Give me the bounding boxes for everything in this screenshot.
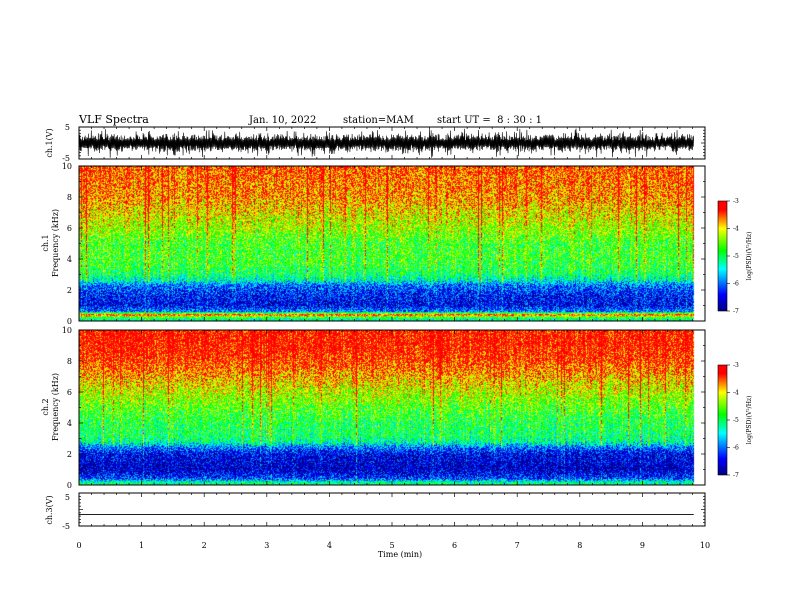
ch1-ytick-bottom: -5 — [62, 154, 70, 163]
y-tick-label: 10 — [62, 162, 72, 171]
colorbar-tick-label: -7 — [733, 472, 739, 479]
colorbar-tick-label: -6 — [733, 281, 739, 288]
y-tick-label: 2 — [67, 286, 72, 295]
colorbar-tick-label: -5 — [733, 417, 739, 424]
ch2-spectrogram-ticks: 0 2 4 6 8 10 — [62, 326, 706, 490]
figure-start-time: start UT = 8 : 30 : 1 — [437, 115, 542, 126]
ch1-spectrogram-ticks: 0 2 4 6 8 10 — [62, 162, 706, 326]
ch1-waveform-panel: 5 -5 ch.1(V) — [45, 123, 706, 163]
y-tick-label: 0 — [67, 317, 72, 326]
colorbar-tick-label: -6 — [733, 445, 739, 452]
x-tick-label: 2 — [202, 541, 207, 550]
y-tick-label: 0 — [67, 481, 72, 490]
ch1-waveform-ylabel: ch.1(V) — [45, 128, 54, 157]
y-tick-label: 8 — [67, 357, 72, 366]
time-axis-label: Time (min) — [378, 550, 422, 559]
ch1-waveform-trace — [78, 128, 695, 158]
ch2-colorbar-ticks: -3 -4 -5 -6 -7 — [727, 362, 739, 479]
y-tick-label: 8 — [67, 193, 72, 202]
y-tick-label: 6 — [67, 224, 72, 233]
x-tick-label: 10 — [700, 541, 710, 550]
y-tick-label: 4 — [67, 255, 72, 264]
x-tick-label: 6 — [452, 541, 457, 550]
colorbar-tick-label: -5 — [733, 253, 739, 260]
ch3-waveform-frame — [78, 492, 706, 527]
y-tick-label: 4 — [67, 419, 72, 428]
ch2-colorbar-scale — [717, 364, 728, 476]
figure-station: station=MAM — [343, 115, 414, 126]
ch3-waveform-ylabel: ch.3(V) — [45, 495, 54, 524]
ch1-waveform-ticks — [78, 126, 706, 160]
y-tick-label: 6 — [67, 388, 72, 397]
time-axis-tick-labels: 0 1 2 3 4 5 6 7 8 9 10 — [76, 541, 710, 550]
ch1-ytick-top: 5 — [65, 123, 70, 132]
ch1-colorbar-label: log(PSD)(V²/Hz) — [746, 232, 753, 281]
colorbar-tick-label: -4 — [733, 226, 739, 233]
x-tick-label: 7 — [515, 541, 520, 550]
ch2-spectrogram-panel: 0 2 4 6 8 10 ch.2 Frequency (kHz) — [41, 326, 706, 490]
figure-date: Jan. 10, 2022 — [248, 115, 316, 126]
ch1-colorbar-scale — [717, 200, 728, 312]
ch2-spectrogram-ylabel-channel: ch.2 — [41, 398, 50, 415]
ch2-colorbar: -3 -4 -5 -6 -7 log(PSD)(V²/Hz) — [717, 362, 753, 479]
colorbar-tick-label: -3 — [733, 362, 739, 369]
x-tick-label: 8 — [577, 541, 582, 550]
x-tick-label: 3 — [264, 541, 269, 550]
ch1-spectrogram-image — [79, 166, 705, 321]
ch1-spectrogram-ylabel: Frequency (kHz) — [51, 209, 60, 277]
figure-title: VLF Spectra — [78, 113, 149, 126]
y-tick-label: 2 — [67, 450, 72, 459]
ch1-colorbar: -3 -4 -5 -6 -7 log(PSD)(V²/Hz) — [717, 198, 753, 315]
y-tick-label: 10 — [62, 326, 72, 335]
ch3-ytick-top: 5 — [65, 493, 70, 502]
colorbar-tick-label: -7 — [733, 308, 739, 315]
ch1-colorbar-ticks: -3 -4 -5 -6 -7 — [727, 198, 739, 315]
ch1-waveform-path — [78, 128, 695, 158]
x-tick-label: 9 — [640, 541, 645, 550]
colorbar-tick-label: -3 — [733, 198, 739, 205]
ch3-ytick-bottom: -5 — [62, 522, 70, 531]
x-tick-label: 4 — [327, 541, 332, 550]
colorbar-tick-label: -4 — [733, 390, 739, 397]
x-tick-label: 0 — [76, 541, 81, 550]
ch1-spectrogram-ylabel-channel: ch.1 — [41, 234, 50, 251]
x-tick-label: 5 — [389, 541, 394, 550]
ch2-spectrogram-ylabel: Frequency (kHz) — [51, 373, 60, 441]
ch1-spectrogram-panel: 0 2 4 6 8 10 ch.1 Frequency (kHz) — [41, 162, 706, 326]
x-tick-label: 1 — [139, 541, 144, 550]
ch3-waveform-ticks — [78, 492, 706, 527]
ch3-waveform-panel: 5 -5 ch.3(V) — [45, 492, 706, 531]
ch2-colorbar-label: log(PSD)(V²/Hz) — [746, 396, 753, 445]
ch2-spectrogram-image — [79, 330, 705, 485]
